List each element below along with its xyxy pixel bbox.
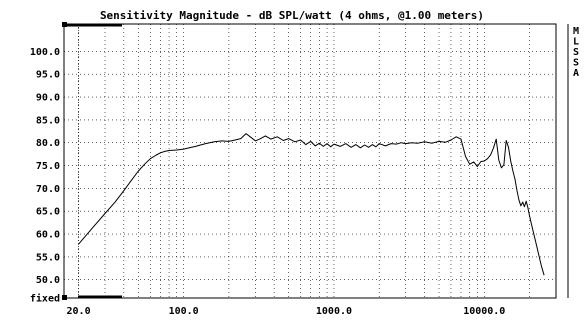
y-tick-label: 50.0: [36, 275, 60, 286]
y-tick-label: 95.0: [36, 70, 60, 81]
y-tick-label: 85.0: [36, 115, 60, 126]
series-line: [78, 133, 545, 276]
y-tick-label: 75.0: [36, 161, 60, 172]
side-legend-letter: S: [573, 58, 579, 69]
plot-frame: [63, 23, 557, 299]
y-axis-labels: 50.0 55.0 60.0 65.0 70.0 75.0 80.0 85.0 90.0 95.0…: [30, 47, 60, 305]
side-legend-letter: L: [573, 37, 579, 48]
side-legend-letter: A: [573, 68, 579, 79]
y-tick-label: 80.0: [36, 138, 60, 149]
side-legend-letter: M: [573, 26, 579, 37]
x-tick-label: 100.0: [169, 306, 199, 317]
y-tick-label: 65.0: [36, 207, 60, 218]
y-tick-label: 70.0: [36, 184, 60, 195]
y-tick-label: 55.0: [36, 252, 60, 263]
y-tick-label: 100.0: [30, 47, 60, 58]
x-axis-labels: 20.0 100.0 1000.0 10000.0: [67, 306, 506, 317]
y-tick-label: 60.0: [36, 230, 60, 241]
series-layer: [78, 133, 545, 276]
x-tick-label: 1000.0: [316, 306, 352, 317]
x-tick-label: 20.0: [67, 306, 91, 317]
side-legend-letter: S: [573, 47, 579, 58]
chart-title: Sensitivity Magnitude - dB SPL/watt (4 o…: [100, 9, 484, 22]
bottom-corner-marker: [62, 295, 67, 300]
y-fixed-label: fixed: [30, 293, 60, 305]
frame-markers: [62, 22, 122, 300]
x-tick-label: 10000.0: [463, 306, 505, 317]
y-tick-label: 90.0: [36, 93, 60, 104]
